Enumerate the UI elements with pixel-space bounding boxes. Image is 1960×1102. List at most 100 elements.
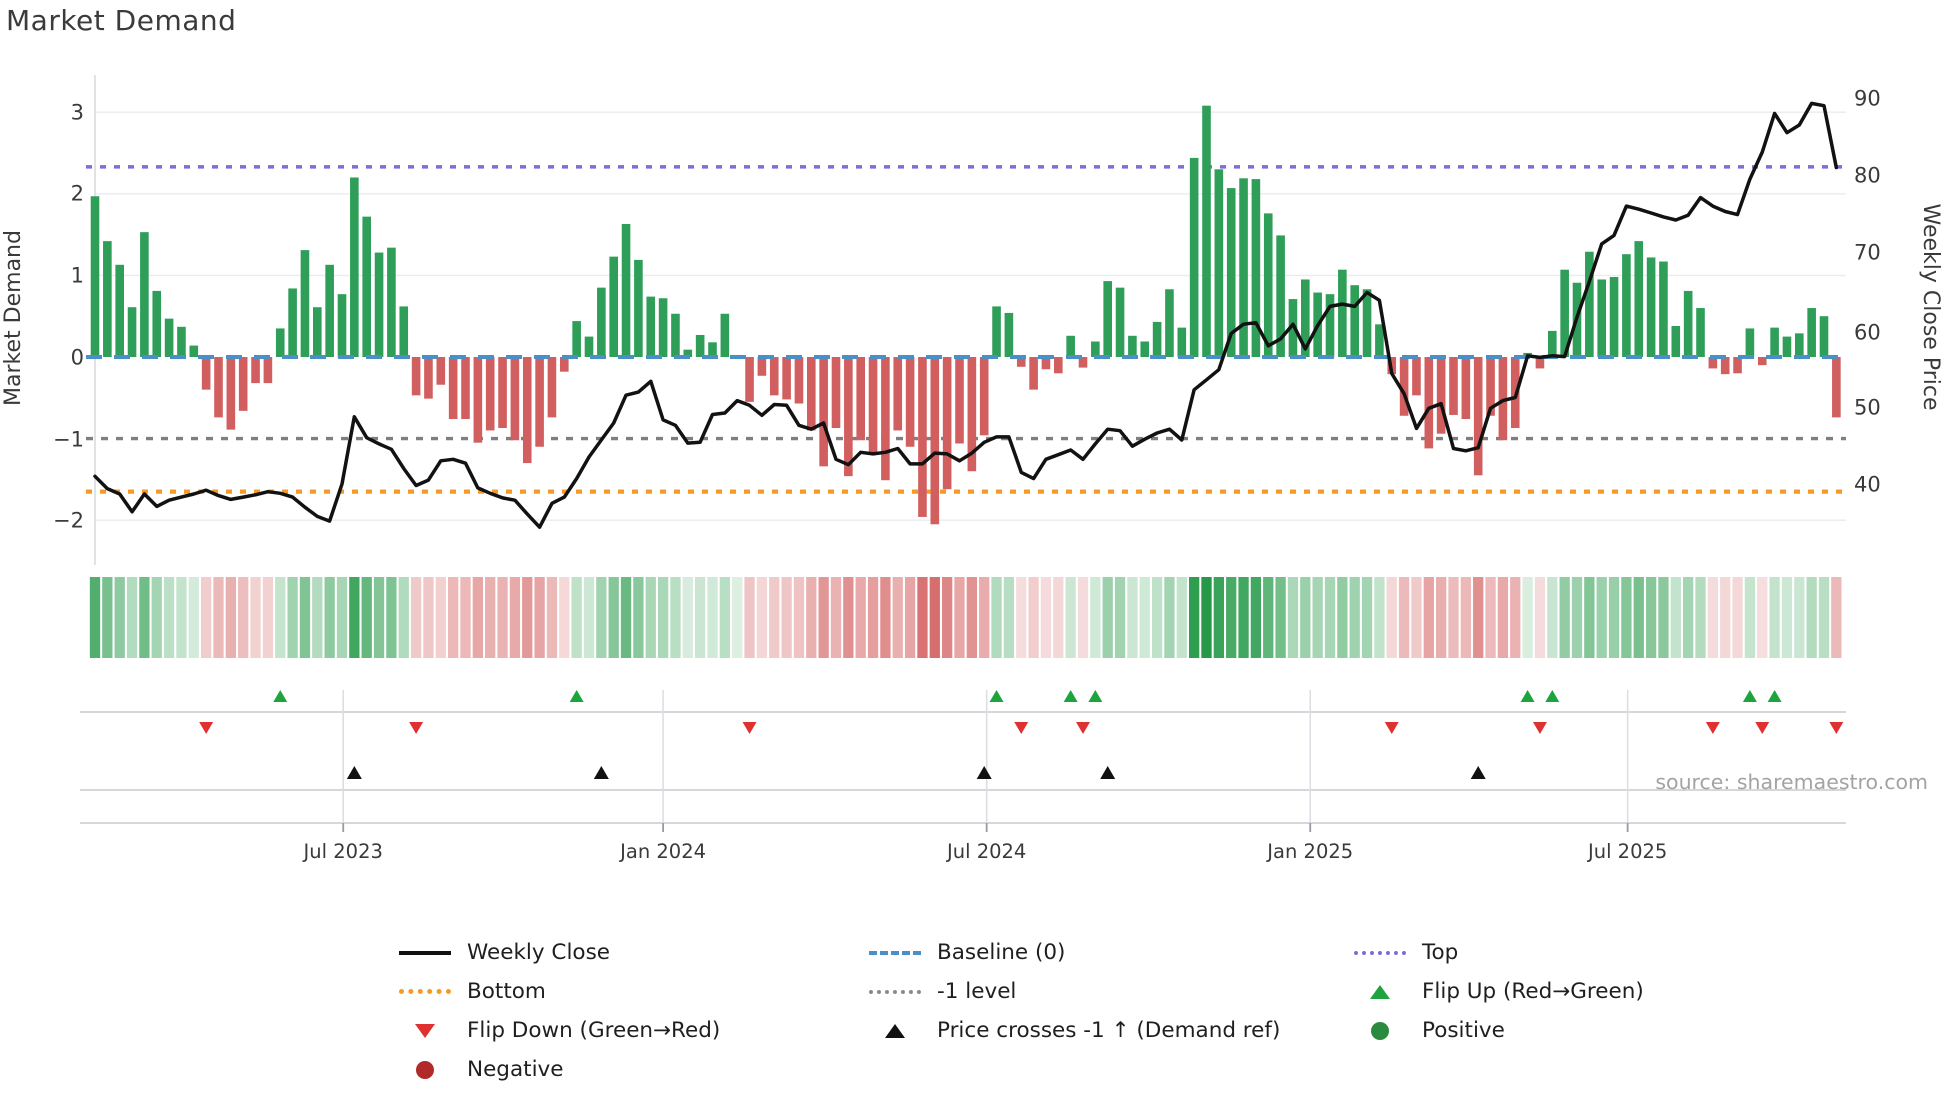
heatmap-cell [1633, 577, 1644, 658]
x-tick-jul2024: Jul 2024 [945, 840, 1026, 863]
heatmap-cell [1349, 577, 1360, 658]
heatmap-cell [904, 577, 916, 658]
demand-bar [1412, 357, 1421, 396]
demand-bar [1782, 336, 1792, 357]
heatmap-cell [769, 577, 780, 658]
demand-bar [436, 357, 446, 385]
heatmap-cell [1720, 577, 1731, 658]
demand-bar [1436, 357, 1446, 434]
flip-down-marker [199, 722, 214, 734]
demand-bar [1548, 330, 1557, 357]
flip-down-marker [1829, 722, 1844, 734]
heatmap-cell [139, 577, 150, 658]
heatmap-cell [1559, 577, 1570, 658]
demand-bar [658, 298, 668, 357]
heatmap-cell [1398, 577, 1410, 658]
marker-panel-lines [80, 690, 1846, 832]
legend-item-flip-up: Flip Up (Red→Green) [1353, 972, 1644, 1011]
demand-bar [782, 357, 791, 400]
heatmap-cell [238, 577, 249, 658]
legend-column-1: Weekly Close Bottom Flip Down (Green→Red… [398, 933, 720, 1089]
heatmap-cell [1090, 577, 1101, 658]
weekly-close-line-icon [398, 950, 452, 955]
demand-bar [127, 307, 137, 357]
heatmap-cell [559, 577, 570, 658]
demand-bar [671, 313, 680, 357]
legend-item-baseline: Baseline (0) [868, 933, 1280, 972]
heatmap-cell [1053, 577, 1064, 658]
gridlines-layer [94, 75, 1846, 565]
demand-bar [992, 306, 1001, 357]
legend-item-positive: Positive [1353, 1011, 1644, 1050]
heatmap-cell [312, 577, 323, 658]
heatmap-cell [336, 577, 348, 658]
heatmap-cell [744, 577, 755, 658]
demand-bar [263, 357, 273, 384]
heatmap-cell [1361, 577, 1373, 658]
price-line [93, 101, 1839, 529]
demand-bar [905, 357, 915, 447]
demand-bar [1720, 357, 1730, 375]
left-tick-2: 2 [71, 181, 84, 205]
demand-bar [745, 357, 754, 402]
demand-bar [1115, 287, 1125, 357]
demand-bar [164, 318, 174, 357]
heatmap-cell [1683, 577, 1694, 658]
demand-bar [1609, 277, 1619, 357]
demand-bar [1486, 357, 1495, 416]
heatmap-cell [1571, 577, 1583, 658]
demand-bar [485, 357, 495, 431]
demand-bar [226, 357, 236, 430]
heatmap-cell [1028, 577, 1039, 658]
heatmap-cell [1769, 577, 1780, 658]
heatmap-cell [299, 577, 311, 658]
demand-bar [1671, 325, 1681, 357]
demand-bar [1189, 157, 1199, 357]
heatmap-cell [1781, 577, 1793, 658]
heatmap-cell [423, 577, 434, 658]
heatmap-cell [966, 577, 977, 658]
demand-bar [535, 357, 544, 447]
heatmap-cell [287, 577, 298, 658]
demand-bar [1498, 357, 1508, 441]
heatmap-cell [534, 577, 545, 658]
heatmap-cell [89, 577, 101, 658]
heatmap-cell [991, 577, 1002, 658]
heatmap-cell [1485, 577, 1496, 658]
demand-bar [1177, 327, 1187, 357]
price-cross-marker [1470, 766, 1486, 779]
x-tick-jul2023: Jul 2023 [302, 840, 383, 863]
demand-bar [621, 223, 631, 357]
demand-bar [1807, 308, 1816, 357]
heatmap-cell [1040, 577, 1052, 658]
demand-bar [1733, 357, 1742, 374]
flip-up-marker [569, 690, 584, 702]
demand-bar [140, 232, 149, 357]
demand-bar [1560, 269, 1569, 357]
heatmap-cell [1547, 577, 1558, 658]
heatmap-cell [472, 577, 483, 658]
heatmap-cell [781, 577, 792, 658]
demand-bar [1103, 281, 1112, 357]
market-demand-chart: 3 2 1 0 −1 −2 90 80 70 60 50 40 Jul 2023… [1, 75, 1943, 863]
heatmap-cell [1695, 577, 1706, 658]
legend-label: Flip Up (Red→Green) [1422, 979, 1644, 1004]
heatmap-cell [410, 577, 422, 658]
legend-label: Flip Down (Green→Red) [467, 1018, 721, 1043]
legend-label: Baseline (0) [937, 940, 1066, 965]
demand-bar [584, 336, 594, 357]
legend-item-flip-down: Flip Down (Green→Red) [398, 1011, 720, 1050]
heatmap-cell [1707, 577, 1718, 658]
heatmap-cell [1658, 577, 1669, 658]
left-axis-title: Market Demand [1, 230, 26, 406]
legend-label: Top [1422, 940, 1459, 965]
heatmap-cell [361, 577, 372, 658]
heatmap-cell [1238, 577, 1249, 658]
heatmap-cell [571, 577, 582, 658]
demand-bar [1757, 357, 1767, 366]
demand-bar [1795, 333, 1804, 357]
x-tick-jan2025: Jan 2025 [1265, 840, 1353, 863]
demand-bar [1140, 341, 1150, 357]
heatmap-cell [262, 577, 274, 658]
demand-bar [1597, 279, 1606, 357]
